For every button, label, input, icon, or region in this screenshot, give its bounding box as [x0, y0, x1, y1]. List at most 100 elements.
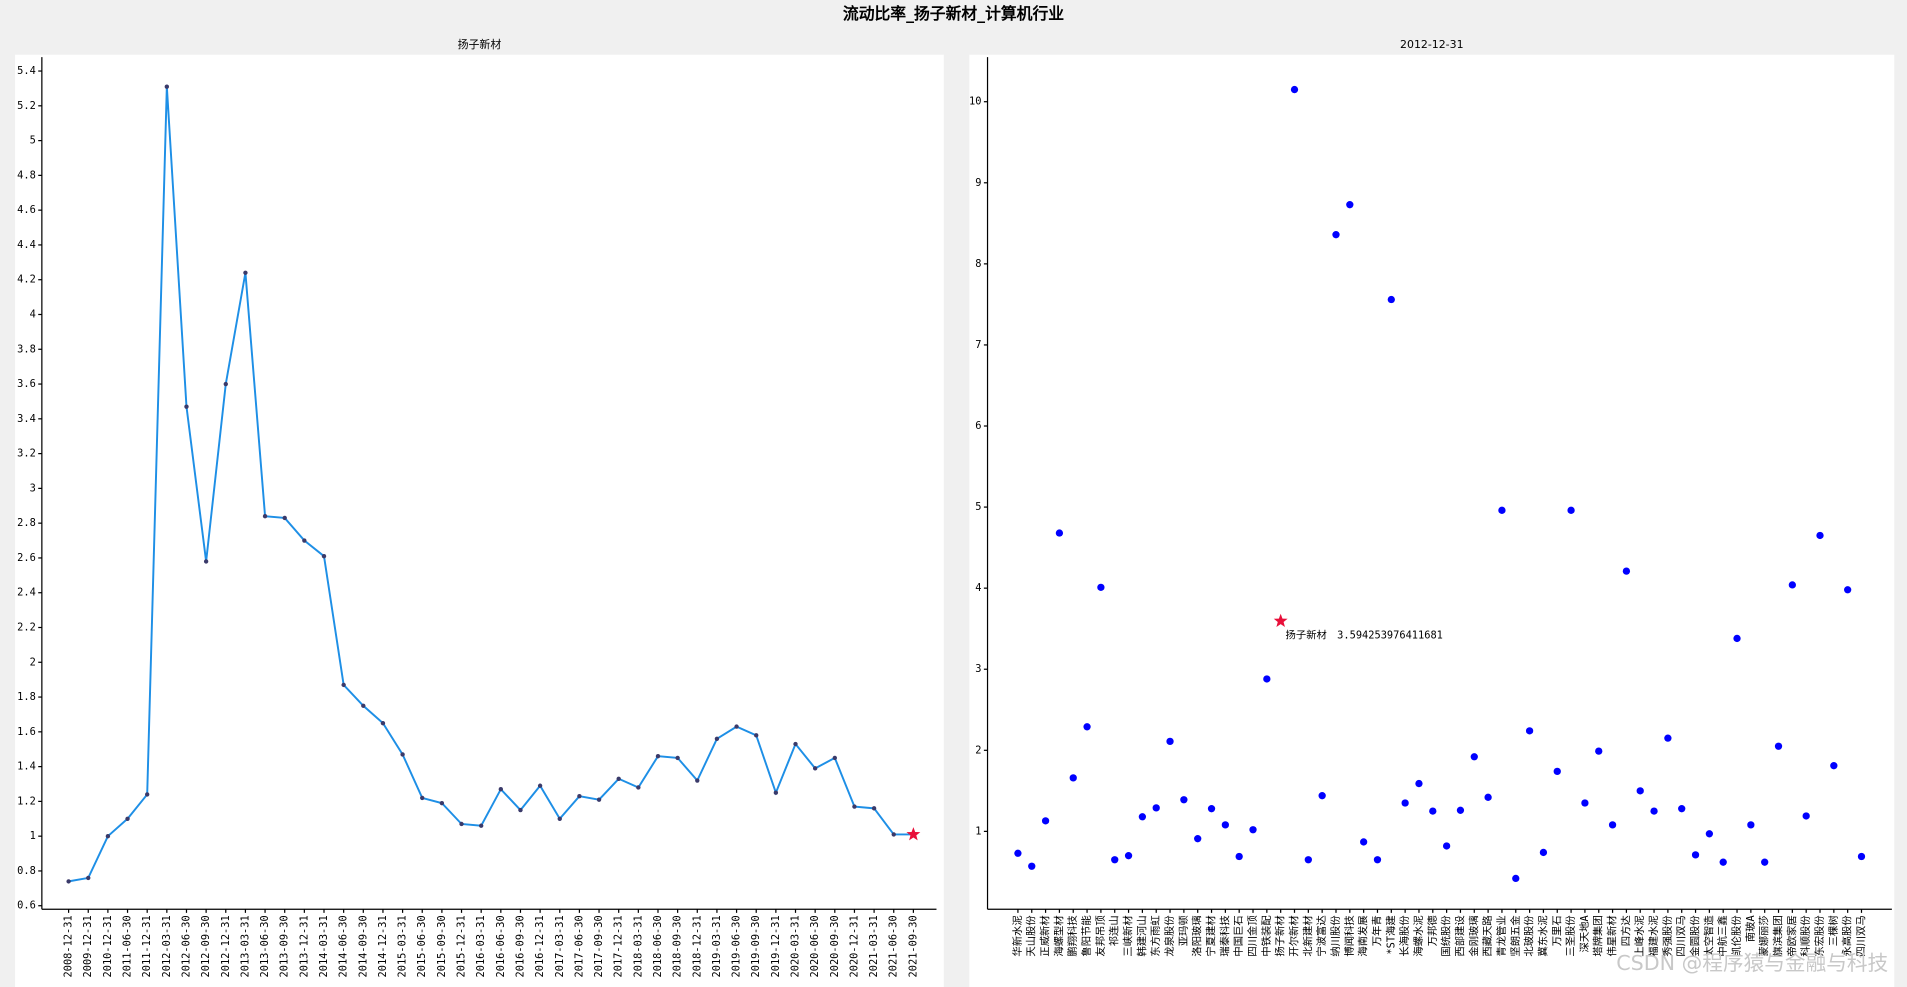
x-tick-label: 金圆股份	[1689, 915, 1702, 957]
y-tick-label: 3.8	[17, 343, 36, 355]
point	[596, 797, 602, 802]
y-tick-label: 5.2	[17, 100, 36, 112]
point	[1830, 762, 1838, 770]
x-tick-label: 长海股份	[1398, 915, 1411, 957]
point	[1138, 813, 1147, 821]
point	[537, 783, 543, 788]
x-tick-label: 2016-12-31	[534, 915, 546, 977]
annotation: 扬子新材 3.594253976411681	[1286, 629, 1443, 642]
y-tick-label: 3.2	[17, 448, 36, 460]
x-tick-label: 2014-06-30	[338, 915, 350, 977]
x-tick-label: 正威新材	[1039, 915, 1052, 956]
point	[302, 538, 307, 543]
point	[1691, 851, 1700, 859]
x-tick-label: 2008-12-31	[63, 915, 75, 977]
x-tick-label: 博闻科技	[1343, 915, 1356, 956]
x-tick-label: 蒙娜丽莎	[1758, 915, 1771, 956]
x-tick-label: 西藏天路	[1481, 915, 1494, 957]
y-tick-label: 6	[975, 420, 981, 432]
y-tick-label: 2	[975, 744, 981, 756]
x-tick-label: 2017-09-30	[593, 915, 605, 977]
point	[1401, 799, 1409, 807]
point	[1595, 747, 1603, 755]
x-tick-label: 2014-12-31	[377, 915, 389, 977]
y-tick-label: 4	[30, 308, 36, 320]
point	[1014, 849, 1022, 857]
point	[1470, 753, 1478, 761]
point	[1622, 567, 1631, 575]
x-tick-label: 2017-06-30	[573, 915, 585, 977]
x-tick-label: 三棵树	[1827, 915, 1840, 946]
point	[1774, 742, 1783, 750]
point	[1553, 767, 1561, 776]
x-tick-label: 南玻A	[1744, 915, 1757, 943]
point	[1318, 792, 1326, 800]
y-tick-label: 3.6	[17, 378, 36, 390]
x-tick-label: 2013-12-31	[298, 915, 310, 977]
x-tick-label: 宁夏建材	[1205, 915, 1218, 956]
x-tick-label: 2016-09-30	[514, 915, 526, 977]
x-tick-label: 鹏翔科技	[1066, 915, 1079, 956]
point	[773, 790, 779, 795]
point	[636, 785, 641, 790]
point	[380, 720, 386, 726]
point	[1567, 506, 1575, 514]
point	[891, 832, 896, 837]
x-tick-label: 中航三鑫	[1716, 915, 1729, 956]
y-tick-label: 5	[975, 501, 981, 513]
x-tick-label: 2015-03-31	[397, 915, 409, 977]
x-tick-label: 四川金顶	[1246, 915, 1259, 956]
x-tick-label: 万里石	[1551, 915, 1563, 946]
x-tick-label: 中铁装配	[1260, 915, 1273, 956]
point	[1083, 723, 1091, 731]
point	[361, 703, 366, 708]
x-tick-label: 华新水泥	[1011, 915, 1024, 956]
y-tick-label: 2.4	[17, 587, 36, 599]
point	[1111, 856, 1119, 864]
point	[478, 823, 484, 828]
y-tick-label: 1.8	[17, 691, 36, 703]
x-tick-label: 2012-03-31	[161, 915, 173, 977]
point	[577, 793, 582, 799]
chart-title: 扬子新材	[458, 37, 502, 51]
point	[1097, 583, 1105, 591]
x-tick-label: *ST海建	[1384, 915, 1397, 954]
x-tick-label: 四川双马	[1676, 915, 1688, 956]
x-tick-label: 2021-03-31	[868, 915, 880, 977]
x-tick-label: 洛阳玻璃	[1191, 915, 1204, 956]
y-tick-label: 7	[975, 339, 981, 351]
point	[754, 733, 759, 738]
point	[1069, 774, 1077, 782]
point	[105, 833, 111, 839]
y-tick-label: 4.4	[17, 239, 36, 251]
point	[1360, 838, 1368, 846]
x-tick-label: 海螺水泥	[1412, 915, 1425, 956]
y-tick-label: 8	[975, 258, 981, 270]
x-tick-label: 2020-06-30	[809, 915, 821, 977]
point	[66, 879, 71, 884]
x-tick-label: 2009-12-31	[82, 915, 94, 977]
point	[655, 753, 661, 759]
x-tick-label: 东方雨虹	[1149, 915, 1162, 956]
point	[164, 84, 170, 89]
x-tick-label: 2012-09-30	[200, 915, 212, 977]
x-tick-label: 2018-03-31	[632, 915, 644, 977]
point	[557, 816, 562, 821]
point	[321, 554, 327, 559]
x-tick-label: 海南发展	[1357, 915, 1370, 956]
point	[1442, 842, 1451, 850]
x-tick-label: 中国巨石	[1232, 915, 1245, 956]
point	[1332, 231, 1340, 239]
x-tick-label: 北新建材	[1301, 915, 1314, 956]
x-tick-label: 2014-09-30	[357, 915, 369, 977]
point	[1055, 529, 1064, 537]
point	[1733, 634, 1741, 643]
point	[1664, 734, 1672, 742]
x-tick-label: 2017-03-31	[554, 915, 566, 977]
point	[1581, 799, 1589, 807]
point	[1249, 826, 1257, 834]
y-tick-label: 2.8	[17, 517, 36, 529]
x-tick-label: 四方达	[1619, 915, 1632, 946]
x-tick-label: 2019-09-30	[750, 915, 762, 977]
point	[1539, 848, 1548, 857]
